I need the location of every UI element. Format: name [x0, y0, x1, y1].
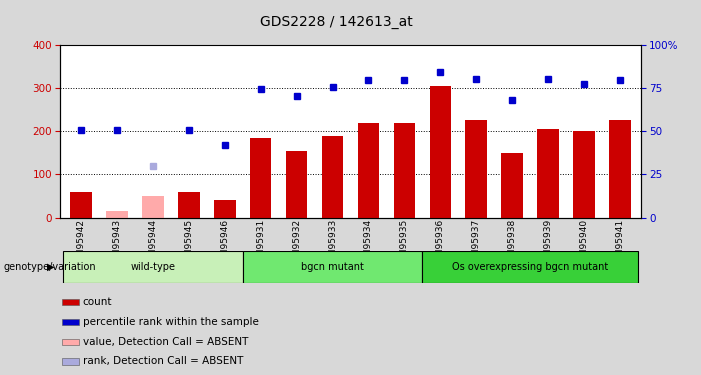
Bar: [430, 86, 451, 218]
Bar: [243, 251, 422, 283]
Bar: [286, 151, 308, 217]
Bar: [609, 120, 631, 218]
Bar: [422, 251, 638, 283]
Text: genotype/variation: genotype/variation: [4, 262, 96, 272]
Text: Os overexpressing bgcn mutant: Os overexpressing bgcn mutant: [452, 262, 608, 272]
Text: wild-type: wild-type: [130, 262, 175, 272]
Bar: [62, 319, 79, 325]
Bar: [393, 123, 415, 218]
Bar: [62, 299, 79, 306]
Text: ▶: ▶: [47, 262, 55, 272]
Text: GDS2228 / 142613_at: GDS2228 / 142613_at: [260, 15, 413, 29]
Bar: [107, 211, 128, 217]
Bar: [63, 251, 243, 283]
Text: bgcn mutant: bgcn mutant: [301, 262, 364, 272]
Bar: [501, 153, 523, 218]
Bar: [465, 120, 487, 218]
Bar: [142, 196, 164, 217]
Bar: [322, 136, 343, 218]
Bar: [214, 200, 236, 217]
Bar: [62, 339, 79, 345]
Bar: [537, 129, 559, 218]
Bar: [70, 192, 92, 217]
Bar: [62, 358, 79, 364]
Bar: [358, 123, 379, 218]
Bar: [178, 192, 200, 217]
Bar: [573, 131, 594, 218]
Text: value, Detection Call = ABSENT: value, Detection Call = ABSENT: [83, 337, 248, 347]
Text: rank, Detection Call = ABSENT: rank, Detection Call = ABSENT: [83, 356, 243, 366]
Bar: [250, 138, 271, 218]
Text: percentile rank within the sample: percentile rank within the sample: [83, 317, 259, 327]
Text: count: count: [83, 297, 112, 307]
